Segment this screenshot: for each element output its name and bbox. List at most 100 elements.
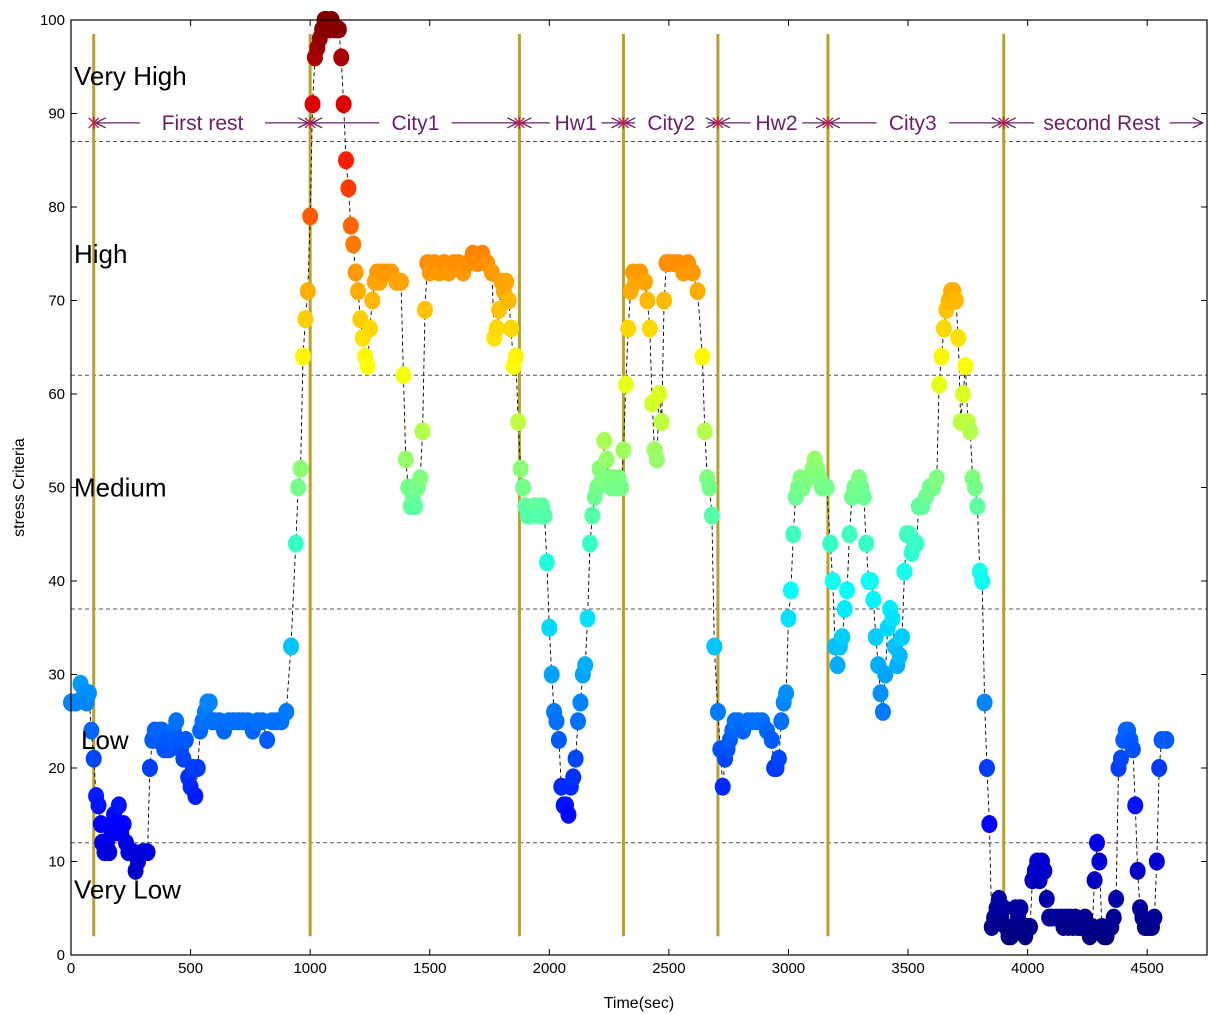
data-point: [703, 506, 720, 525]
phase-label: First rest: [162, 112, 244, 135]
data-point: [287, 534, 304, 553]
data-point: [283, 637, 300, 656]
data-point: [785, 525, 802, 544]
phase-arrow-head: [1192, 117, 1205, 129]
phase-marker: [304, 116, 316, 129]
x-tick-label: 3500: [891, 960, 924, 977]
data-point: [278, 702, 295, 721]
data-point: [1038, 889, 1055, 908]
data-point: [894, 628, 911, 647]
data-point: [577, 656, 594, 675]
data-point: [290, 478, 307, 497]
data-point: [1129, 861, 1146, 880]
data-point: [824, 572, 841, 590]
data-point: [560, 805, 577, 824]
y-tick-label: 100: [40, 12, 65, 29]
data-point: [867, 628, 884, 647]
x-tick-label: 2000: [533, 960, 566, 977]
data-point: [841, 525, 858, 544]
level-label: Low: [81, 725, 129, 755]
data-point: [500, 291, 517, 310]
data-point: [978, 759, 995, 777]
data-point: [928, 469, 945, 488]
phase-arrow-head: [815, 117, 828, 129]
data-point: [1127, 796, 1144, 815]
y-tick-label: 40: [48, 573, 65, 590]
y-tick-label: 80: [48, 199, 65, 216]
phase-arrow-head: [611, 117, 623, 129]
plot-area: [71, 20, 1207, 955]
phase-arrow-head: [991, 117, 1004, 129]
y-tick-label: 10: [48, 854, 65, 871]
data-point: [548, 712, 565, 731]
level-label: High: [74, 239, 127, 269]
data-point: [967, 478, 984, 497]
data-point: [1108, 889, 1125, 908]
phase-arrow-head: [624, 117, 636, 129]
data-point: [639, 291, 656, 310]
data-point: [338, 151, 355, 170]
data-point: [684, 263, 701, 282]
data-point: [1088, 833, 1105, 852]
phase-arrow-head: [705, 117, 718, 129]
data-point: [579, 609, 596, 628]
data-point: [393, 272, 410, 291]
data-point: [1022, 917, 1039, 936]
data-point: [342, 216, 359, 235]
data-point: [714, 777, 731, 796]
data-point: [974, 572, 991, 590]
data-point: [340, 179, 357, 198]
data-point: [512, 459, 529, 478]
data-point: [778, 684, 795, 703]
phase-arrow-head: [94, 117, 107, 129]
level-labels: Very High High Medium Low Very Low: [74, 61, 187, 904]
level-label: Very High: [74, 61, 187, 91]
data-point: [110, 796, 127, 815]
data-point: [701, 478, 718, 497]
data-point: [364, 291, 381, 310]
data-point: [933, 347, 950, 366]
data-point: [1148, 852, 1165, 871]
data-point: [955, 385, 972, 403]
y-tick-label: 0: [57, 947, 65, 964]
phase-arrow-head: [310, 117, 323, 129]
x-tick-label: 4000: [1011, 960, 1044, 977]
data-point: [395, 366, 412, 385]
data-point: [976, 693, 993, 712]
data-point: [839, 581, 856, 600]
data-point: [302, 207, 319, 226]
data-point: [299, 282, 316, 301]
data-point: [1036, 861, 1053, 880]
phase-marker: [513, 116, 525, 129]
data-point: [1091, 852, 1108, 871]
phase-label: Hw2: [756, 112, 798, 135]
phase-label: second Rest: [1043, 112, 1160, 135]
data-point: [572, 693, 589, 712]
x-tick-label: 3000: [772, 960, 805, 977]
data-point: [950, 328, 967, 347]
data-point: [1086, 871, 1103, 890]
x-tick-label: 2500: [652, 960, 685, 977]
phase-arrow-head: [828, 117, 841, 129]
data-point: [201, 693, 218, 712]
level-label: Medium: [74, 473, 166, 503]
phase-marker: [998, 116, 1010, 129]
y-tick-label: 30: [48, 667, 65, 684]
data-point: [874, 702, 891, 721]
data-point: [865, 590, 882, 609]
data-point: [333, 48, 350, 67]
data-point: [891, 646, 908, 665]
data-point: [294, 347, 311, 366]
x-axis-title: Time(sec): [604, 995, 675, 1012]
phase-label: City1: [391, 112, 439, 135]
data-point: [1124, 740, 1141, 759]
data-point: [565, 768, 582, 787]
data-point: [981, 815, 998, 834]
data-point: [177, 730, 194, 749]
threshold-lines: [71, 141, 1207, 844]
data-point: [855, 487, 872, 506]
data-point: [510, 413, 527, 432]
data-point: [836, 600, 853, 619]
data-point: [168, 712, 185, 731]
data-point: [653, 413, 670, 432]
